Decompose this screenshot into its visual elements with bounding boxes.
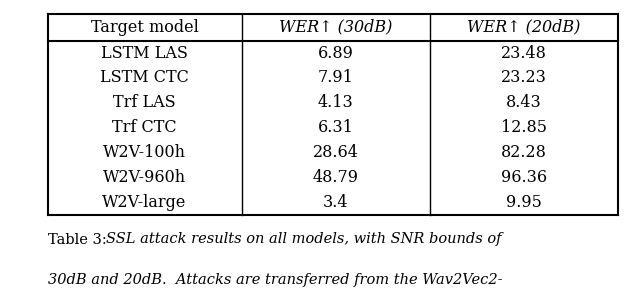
Text: WER↑ (30dB): WER↑ (30dB) [279,19,392,36]
Text: 82.28: 82.28 [501,144,547,161]
Text: 48.79: 48.79 [313,169,359,186]
Text: 6.31: 6.31 [318,119,354,136]
Text: 8.43: 8.43 [506,94,542,111]
Text: 96.36: 96.36 [501,169,547,186]
Text: 23.48: 23.48 [501,45,547,61]
Text: WER↑ (20dB): WER↑ (20dB) [467,19,581,36]
Text: Trf LAS: Trf LAS [113,94,176,111]
Text: Trf CTC: Trf CTC [112,119,177,136]
Text: SSL attack results on all models, with SNR bounds of: SSL attack results on all models, with S… [106,232,501,247]
Text: 7.91: 7.91 [318,69,354,86]
Text: 4.13: 4.13 [318,94,354,111]
Text: 9.95: 9.95 [506,194,542,211]
Text: LSTM LAS: LSTM LAS [101,45,188,61]
Text: Table 3:: Table 3: [48,232,111,247]
Text: 28.64: 28.64 [313,144,359,161]
Text: Target model: Target model [91,19,198,36]
Text: 23.23: 23.23 [501,69,547,86]
Text: W2V-960h: W2V-960h [103,169,186,186]
Text: W2V-large: W2V-large [102,194,187,211]
Text: 6.89: 6.89 [318,45,354,61]
Text: 30dB and 20dB.  Attacks are transferred from the Wav2Vec2-: 30dB and 20dB. Attacks are transferred f… [48,273,502,287]
Text: W2V-100h: W2V-100h [103,144,186,161]
Text: 12.85: 12.85 [501,119,547,136]
Text: LSTM CTC: LSTM CTC [100,69,189,86]
Text: 3.4: 3.4 [323,194,349,211]
